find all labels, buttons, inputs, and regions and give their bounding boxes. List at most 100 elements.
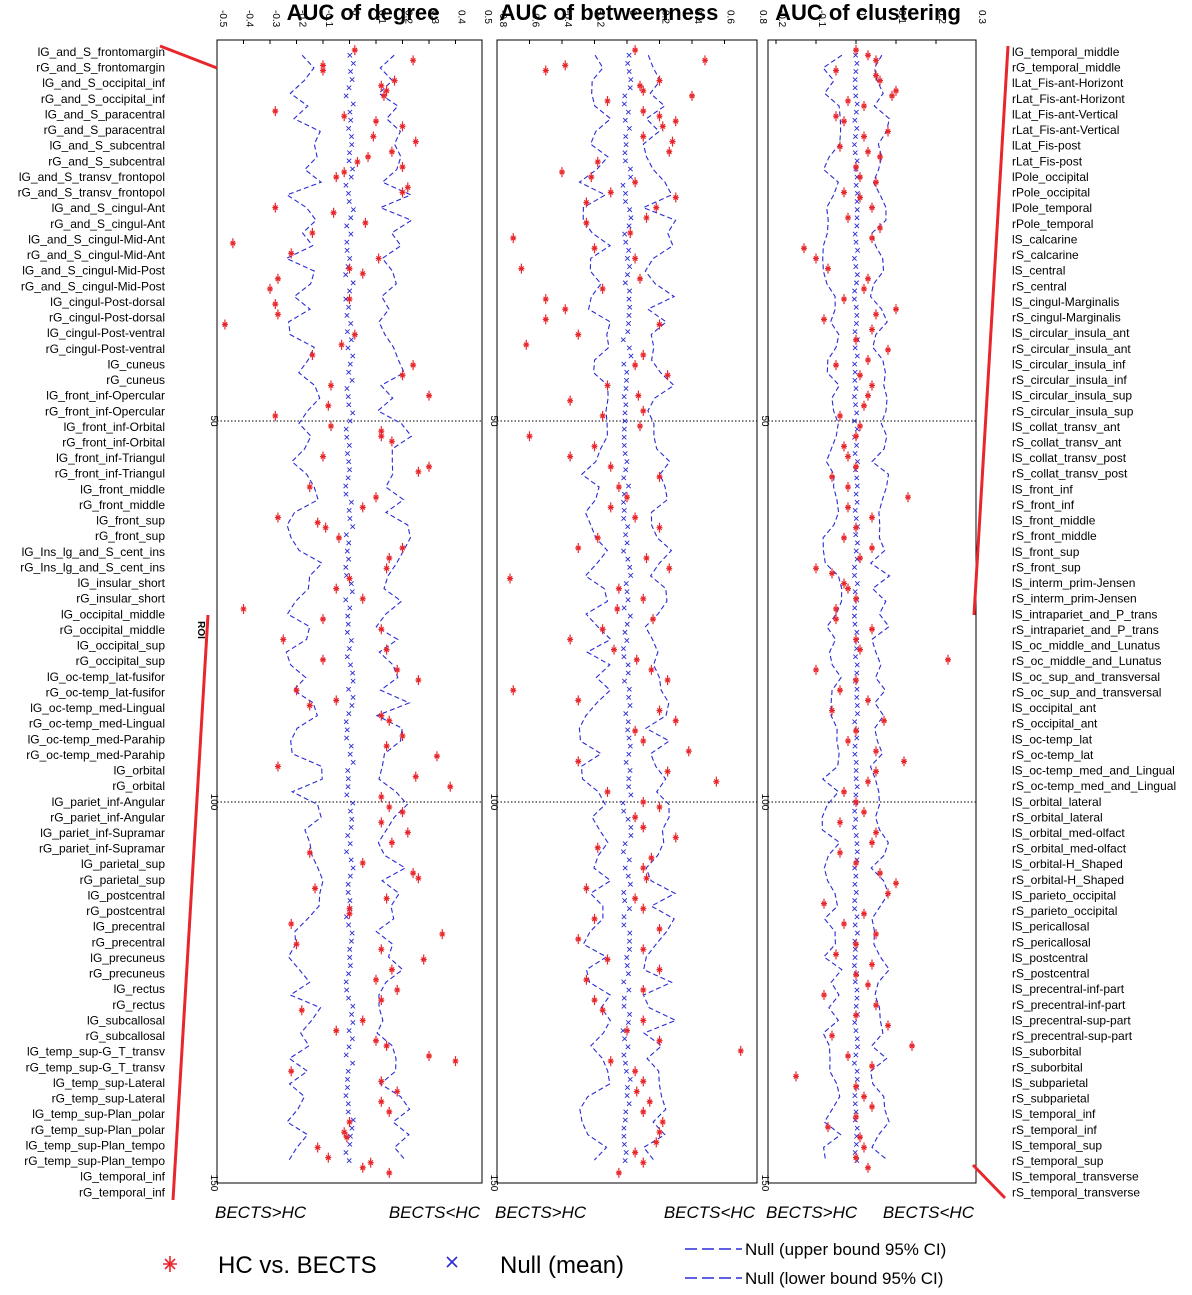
- null-mean-marker: [626, 751, 632, 757]
- hc-vs-bects-point: [611, 644, 617, 655]
- hc-vs-bects-point: [637, 273, 643, 284]
- hc-vs-bects-point: [591, 995, 598, 1006]
- null-mean-marker: [626, 857, 632, 863]
- null-mean-marker: [852, 605, 858, 611]
- null-mean-marker: [343, 597, 349, 603]
- hc-vs-bects-point: [367, 1157, 374, 1168]
- null-mean-marker: [852, 979, 858, 985]
- left-roi-label: rG_occipital_middle: [60, 623, 166, 637]
- null-mean-marker: [854, 914, 860, 920]
- left-roi-label: rG_postcentral: [86, 904, 165, 918]
- null-mean-marker: [853, 239, 859, 245]
- hc-vs-bects-point: [845, 482, 851, 493]
- right-roi-label: rS_temporal_inf: [1012, 1123, 1097, 1137]
- null-mean-marker: [621, 922, 627, 928]
- hc-vs-bects-point: [526, 431, 533, 442]
- hc-vs-bects-point: [378, 431, 385, 442]
- hc-vs-bects-point: [853, 634, 859, 645]
- hc-vs-bects-point: [575, 329, 582, 340]
- x-tick-label: 0.3: [429, 10, 440, 24]
- null-mean-marker: [626, 52, 632, 58]
- null-mean-marker: [853, 68, 859, 75]
- hc-vs-bects-point: [905, 492, 911, 503]
- null-mean-marker: [623, 1150, 629, 1156]
- hc-vs-bects-point: [885, 344, 891, 355]
- hc-vs-bects-point: [640, 349, 647, 360]
- hc-vs-bects-point: [632, 725, 639, 736]
- hc-vs-bects-point: [833, 614, 839, 625]
- null-mean-marker: [625, 719, 631, 725]
- hc-vs-bects-point: [825, 263, 831, 274]
- null-mean-marker: [344, 239, 350, 245]
- x-tick-label: 0.6: [725, 10, 736, 24]
- hc-vs-bects-point: [857, 172, 863, 183]
- hc-vs-bects-point: [869, 233, 875, 244]
- left-roi-label: rG_temp_sup-Plan_polar: [31, 1123, 165, 1137]
- null-mean-marker: [624, 954, 630, 960]
- null-mean-marker: [623, 142, 629, 148]
- null-mean-marker: [347, 288, 353, 294]
- hc-vs-bects-point: [640, 1106, 647, 1117]
- hc-vs-bects-point: [327, 380, 334, 391]
- x-tick-label: 0: [856, 10, 867, 16]
- right-roi-label: rS_parieto_occipital: [1012, 904, 1117, 918]
- null-mean-marker: [854, 670, 860, 676]
- null-mean-marker: [855, 1044, 861, 1050]
- null-mean-marker: [853, 1109, 859, 1115]
- hc-vs-bects-point: [320, 60, 326, 71]
- null-mean-marker: [627, 288, 633, 294]
- hc-vs-bects-point: [632, 1147, 639, 1158]
- hc-vs-bects-point: [857, 421, 863, 432]
- null-mean-marker: [346, 540, 352, 546]
- hc-vs-bects-point: [643, 212, 650, 223]
- right-roi-label: rS_suborbital: [1012, 1060, 1083, 1074]
- left-roi-label: lG_postcentral: [88, 888, 165, 902]
- hc-vs-bects-point: [599, 1005, 606, 1016]
- null-mean-marker: [622, 898, 628, 904]
- null-mean-marker: [627, 1076, 633, 1082]
- null-mean-marker: [348, 743, 354, 749]
- left-roi-label: rG_oc-temp_med-Parahip: [26, 748, 165, 762]
- null-mean-marker: [620, 182, 626, 188]
- x-tick-label: -0.2: [595, 10, 606, 28]
- hc-vs-bects-point: [354, 156, 361, 167]
- hc-vs-bects-point: [640, 1157, 647, 1168]
- hc-vs-bects-point: [346, 294, 353, 305]
- null-mean-marker: [349, 77, 355, 83]
- left-roi-label: lG_and_S_cingul-Mid-Ant: [28, 232, 165, 246]
- hc-vs-bects-point: [314, 1142, 321, 1153]
- null-mean-marker: [345, 1109, 351, 1115]
- null-mean-marker: [852, 150, 858, 156]
- hc-vs-bects-point: [885, 1020, 891, 1031]
- hc-vs-bects-point: [415, 466, 422, 477]
- null-mean-marker: [344, 987, 350, 993]
- hc-vs-bects-point: [821, 898, 827, 909]
- null-mean-marker: [854, 930, 860, 936]
- hc-vs-bects-point: [399, 162, 406, 172]
- legend-label-hc-vs-bects: HC vs. BECTS: [218, 1252, 377, 1279]
- hc-vs-bects-point: [583, 974, 590, 985]
- hc-vs-bects-point: [399, 730, 406, 741]
- null-mean-marker: [852, 906, 858, 912]
- left-roi-label: lG_orbital: [114, 764, 165, 778]
- null-mean-marker: [350, 1003, 356, 1009]
- right-roi-label: rG_temporal_middle: [1012, 61, 1121, 75]
- right-roi-label: rS_central: [1012, 279, 1067, 293]
- hc-vs-bects-point: [640, 106, 647, 117]
- right-roi-label: rS_orbital_med-olfact: [1012, 842, 1127, 856]
- null-mean-marker: [346, 199, 352, 205]
- null-mean-marker: [853, 52, 859, 58]
- hc-vs-bects-point: [399, 187, 406, 198]
- null-lower-bound-line: [821, 54, 843, 1161]
- hc-vs-bects-point: [640, 822, 647, 833]
- hc-vs-bects-point: [648, 852, 655, 863]
- hc-vs-bects-point: [314, 517, 321, 528]
- hc-vs-bects-point: [945, 654, 951, 665]
- x-tick-label: 0.2: [936, 10, 947, 24]
- hc-vs-bects-point: [861, 908, 867, 919]
- right-roi-label: lS_front_sup: [1012, 545, 1080, 559]
- hc-vs-bects-point: [877, 75, 883, 86]
- null-mean-marker: [345, 621, 351, 627]
- null-mean-marker: [350, 670, 356, 676]
- x-tick-label: 0.1: [896, 10, 907, 24]
